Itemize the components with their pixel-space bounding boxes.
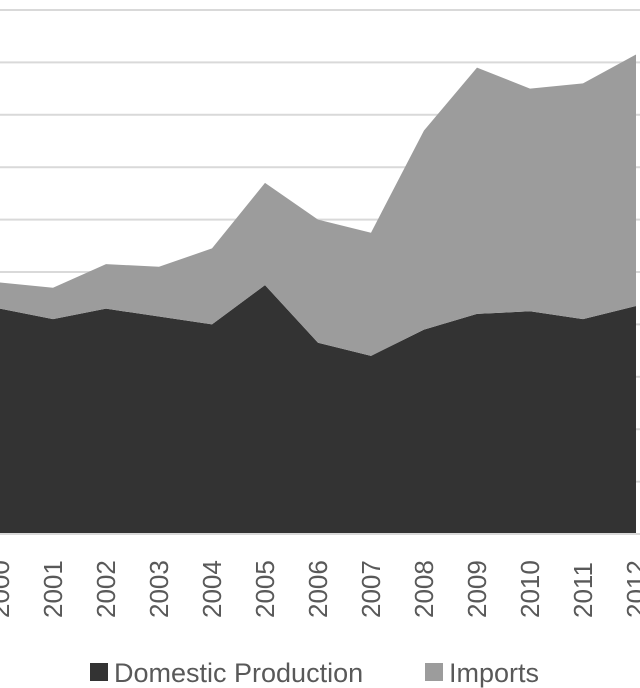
area-domestic-production: [0, 285, 636, 534]
legend: Domestic Production Imports: [90, 658, 539, 688]
legend-swatch-imports: [425, 663, 443, 681]
x-tick-label: 2003: [144, 560, 174, 618]
x-tick-label: 2010: [515, 560, 545, 618]
x-tick-label: 2000: [0, 560, 15, 618]
x-tick-label: 2002: [91, 560, 121, 618]
legend-label-imports: Imports: [449, 658, 539, 688]
x-tick-label: 2005: [250, 560, 280, 618]
x-tick-label: 2008: [409, 560, 439, 618]
x-tick-label: 2009: [462, 560, 492, 618]
x-tick-label: 2004: [197, 560, 227, 618]
x-tick-labels: 2000 2001 2002 2003 2004 2005 2006 2007 2008 2009…: [0, 560, 640, 618]
x-tick-label: 2006: [303, 560, 333, 618]
x-tick-label: 2001: [38, 560, 68, 618]
area-imports: [0, 54, 636, 356]
x-tick-label: 2011: [568, 562, 598, 618]
legend-swatch-domestic-production: [90, 663, 108, 681]
x-tick-label: 2007: [356, 560, 386, 618]
area-series: [0, 54, 636, 534]
legend-label-domestic-production: Domestic Production: [114, 658, 363, 688]
x-tick-label: 2012: [621, 560, 640, 618]
